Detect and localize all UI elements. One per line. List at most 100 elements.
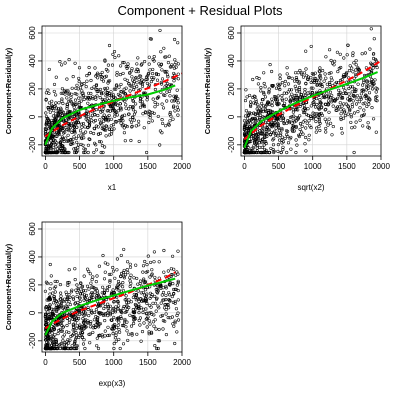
data-point <box>72 135 76 139</box>
data-point <box>111 332 115 336</box>
data-point <box>287 88 292 92</box>
data-point <box>150 119 154 123</box>
data-point <box>115 257 119 261</box>
data-point <box>143 60 147 64</box>
data-point <box>65 295 69 299</box>
data-point <box>102 128 106 132</box>
data-point <box>69 95 73 99</box>
data-point <box>101 115 105 119</box>
data-point <box>147 71 151 75</box>
data-point <box>102 126 106 130</box>
data-point <box>292 98 296 102</box>
data-point <box>126 62 130 66</box>
data-point <box>167 306 171 310</box>
data-point <box>147 319 151 323</box>
data-point <box>89 115 93 119</box>
data-point <box>147 120 151 125</box>
data-point <box>120 90 124 94</box>
data-point <box>280 97 284 101</box>
data-point <box>134 263 138 267</box>
plot-frame <box>41 25 183 157</box>
data-point <box>77 66 82 70</box>
data-point <box>256 150 260 155</box>
data-point <box>44 150 48 155</box>
data-point <box>137 318 141 323</box>
data-point <box>75 83 79 87</box>
linear-fit-line <box>44 72 183 138</box>
data-point <box>124 103 128 107</box>
data-point <box>110 63 115 67</box>
data-point <box>49 274 53 278</box>
data-point <box>157 327 161 332</box>
data-point <box>130 67 134 71</box>
data-point <box>348 109 352 113</box>
data-point <box>336 105 340 109</box>
data-point <box>73 92 77 96</box>
data-point <box>176 113 180 117</box>
data-point <box>280 98 285 102</box>
data-point <box>128 265 133 269</box>
data-point <box>362 80 366 84</box>
data-point <box>336 81 340 85</box>
data-point <box>102 277 107 281</box>
data-point <box>100 144 104 148</box>
data-point <box>101 79 106 83</box>
data-point <box>93 290 97 294</box>
data-point <box>160 82 164 86</box>
data-point <box>80 285 84 289</box>
data-point <box>165 90 169 94</box>
data-point <box>160 102 164 106</box>
data-point <box>83 125 87 129</box>
data-point <box>80 289 84 293</box>
data-point <box>110 96 114 100</box>
data-point <box>131 105 135 109</box>
data-point <box>54 106 59 110</box>
data-point <box>141 104 145 108</box>
data-point <box>261 126 265 130</box>
data-point <box>305 121 309 125</box>
data-point <box>331 125 335 129</box>
data-point <box>62 131 66 135</box>
data-point <box>65 139 69 143</box>
data-point <box>72 147 76 151</box>
data-point <box>256 82 260 86</box>
data-point <box>54 93 58 97</box>
data-point <box>149 305 153 309</box>
data-point <box>52 82 57 86</box>
data-point <box>329 58 333 63</box>
y-tick-label: 600 <box>28 222 37 236</box>
data-point <box>114 339 118 343</box>
data-point <box>121 281 125 285</box>
data-point <box>95 274 99 278</box>
data-point <box>309 44 313 48</box>
data-point <box>93 113 97 117</box>
data-point <box>330 78 334 82</box>
data-point <box>116 109 120 113</box>
data-point <box>297 85 302 90</box>
data-point <box>63 90 67 94</box>
data-point <box>117 289 121 293</box>
data-point <box>262 71 266 75</box>
data-point <box>142 321 146 325</box>
data-point <box>263 85 267 89</box>
data-point <box>118 102 122 106</box>
data-point <box>339 112 343 116</box>
data-point <box>153 275 157 279</box>
data-point <box>96 346 101 351</box>
data-point <box>94 308 98 312</box>
data-point <box>161 327 165 331</box>
data-point <box>92 120 96 124</box>
data-point <box>350 102 354 106</box>
data-point <box>94 124 98 128</box>
data-point <box>160 118 164 122</box>
data-point <box>151 301 155 305</box>
data-point <box>119 118 123 122</box>
data-point <box>318 78 322 82</box>
data-point <box>80 125 84 129</box>
data-point <box>60 97 64 101</box>
data-point <box>350 126 354 130</box>
data-point <box>91 95 95 99</box>
data-point <box>97 132 101 136</box>
data-point <box>114 87 118 91</box>
data-point <box>119 82 123 86</box>
